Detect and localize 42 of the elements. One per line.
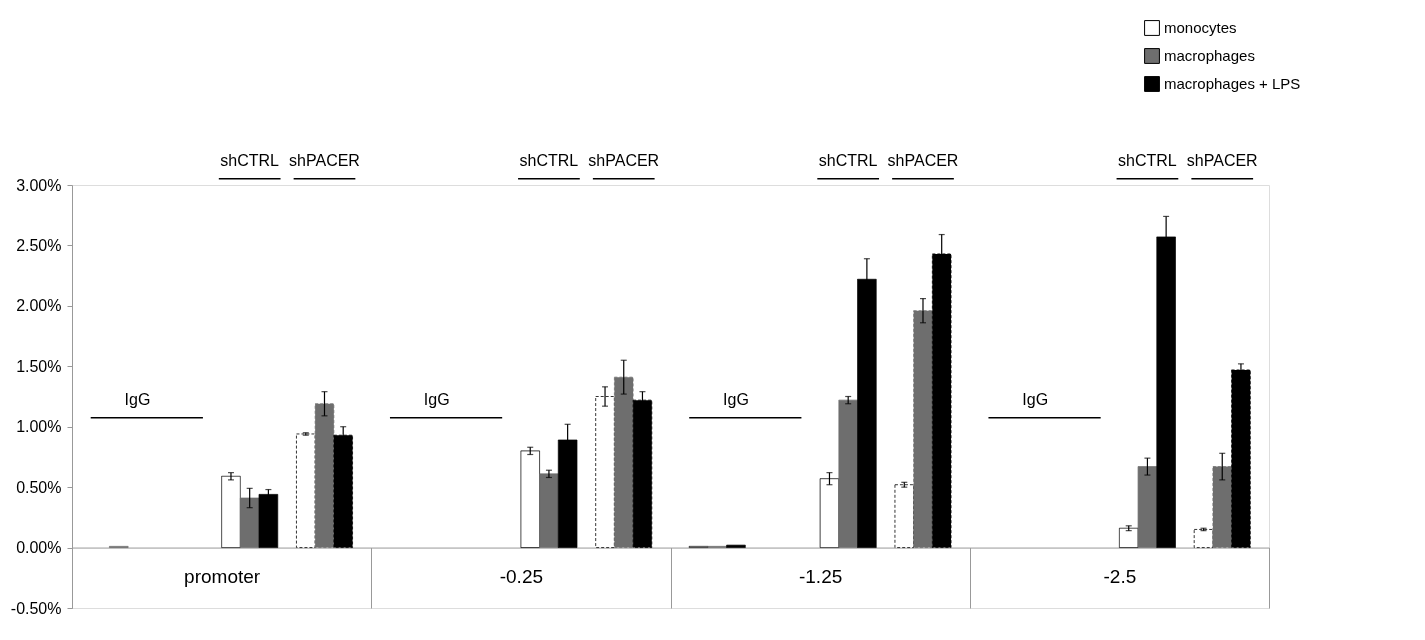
bar <box>1193 529 1214 548</box>
annotation: IgG <box>423 390 450 408</box>
bar <box>838 399 858 548</box>
text: shPACER <box>1186 151 1258 169</box>
bar <box>1118 527 1139 548</box>
annotation: IgG <box>124 390 151 408</box>
text: shCTRL <box>818 151 878 169</box>
x-tick-label: -0.25 <box>499 566 544 588</box>
annotation: IgG <box>1022 390 1049 408</box>
x-tick-label: -2.5 <box>1103 566 1137 588</box>
bar <box>221 475 241 548</box>
x-tick-label: promoter <box>184 566 261 588</box>
y-tick-label: 2.50% <box>16 236 62 254</box>
text: shCTRL <box>519 151 579 169</box>
annotation: IgG <box>723 390 749 408</box>
bar <box>1137 466 1158 548</box>
bar <box>894 484 915 548</box>
bar <box>239 497 260 548</box>
y-tick-label: -0.50% <box>10 599 62 617</box>
bar <box>520 450 540 548</box>
bar <box>539 473 559 548</box>
y-tick-label: 1.00% <box>16 418 62 436</box>
bar <box>1212 466 1232 548</box>
text: shPACER <box>887 151 959 169</box>
text: shPACER <box>289 151 360 169</box>
x-tick-label: -1.25 <box>798 566 843 588</box>
y-tick-label: 3.00% <box>16 176 62 194</box>
text: shCTRL <box>220 151 280 169</box>
y-tick-label: 0.00% <box>16 539 62 557</box>
y-tick-label: 2.00% <box>16 297 62 315</box>
text: shPACER <box>588 151 660 169</box>
y-tick-label: 0.50% <box>16 478 62 496</box>
bar <box>314 403 335 548</box>
y-tick-label: 1.50% <box>16 357 62 375</box>
bar <box>913 310 933 548</box>
bar <box>726 544 746 548</box>
bar <box>296 433 316 548</box>
legend-label: monocytes <box>1164 19 1237 36</box>
legend-label: macrophages <box>1164 47 1255 64</box>
text: shCTRL <box>1118 151 1177 169</box>
legend-label: macrophages + LPS <box>1164 75 1301 92</box>
bar <box>613 376 634 548</box>
